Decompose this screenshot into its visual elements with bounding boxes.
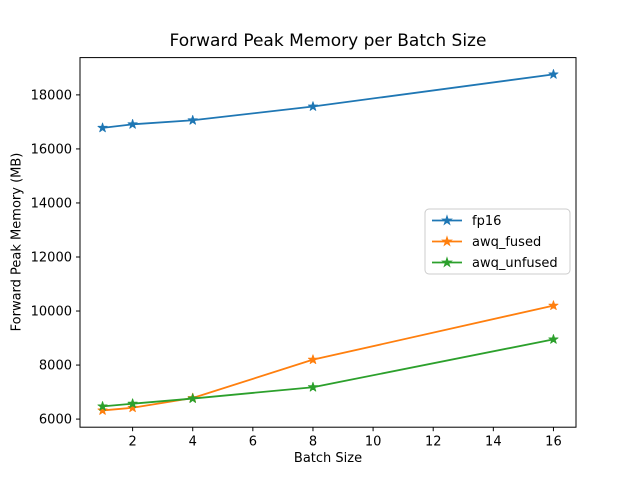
legend-box [424, 208, 571, 275]
legend-label: awq_unfused [472, 256, 558, 271]
chart-title: Forward Peak Memory per Batch Size [169, 31, 487, 51]
x-axis-label: Batch Size [293, 451, 363, 466]
series-line-awq_unfused [102, 338, 554, 408]
x-axis-ticks: 2 4 6 8 10 12 14 16 [128, 427, 562, 450]
y-tick-label: 18000 [31, 88, 72, 103]
series-fp16 [97, 69, 559, 133]
y-axis-ticks: 6000 8000 10000 12000 14000 16000 18000 [31, 88, 80, 428]
data-point-marker [127, 398, 138, 409]
legend-sample-marker [441, 235, 453, 247]
data-point-marker [127, 402, 138, 413]
y-tick-label: 14000 [31, 196, 72, 211]
series-awq_fused [97, 300, 559, 415]
data-point-marker [187, 114, 198, 125]
legend-label: fp16 [472, 214, 501, 229]
axes-spines [79, 57, 577, 428]
x-tick-label: 16 [545, 435, 562, 450]
data-point-marker [187, 393, 198, 403]
y-tick-label: 10000 [31, 305, 72, 320]
series-line-awq_fused [102, 304, 554, 412]
data-point-marker [307, 381, 319, 392]
x-tick-label: 2 [128, 435, 136, 450]
x-tick-label: 4 [189, 435, 197, 450]
y-axis-label: Forward Peak Memory (MB) [9, 152, 25, 332]
legend-sample-marker [441, 256, 453, 268]
legend-label: awq_fused [472, 235, 541, 250]
data-point-marker [307, 101, 319, 111]
data-point-marker [97, 405, 108, 415]
legend-sample-marker [441, 214, 453, 226]
data-point-marker [127, 119, 138, 129]
x-tick-label: 12 [425, 435, 442, 450]
data-point-marker [97, 401, 108, 411]
x-tick-label: 10 [365, 435, 382, 450]
data-point-marker [548, 69, 559, 79]
x-tick-label: 6 [249, 435, 257, 450]
data-point-marker [307, 354, 319, 365]
data-point-marker [548, 334, 559, 344]
y-tick-label: 16000 [31, 142, 72, 157]
series-line-fp16 [102, 73, 554, 129]
legend: fp16 awq_fused awq_unfused [424, 208, 571, 275]
y-tick-label: 6000 [39, 413, 72, 428]
data-point-marker [548, 300, 559, 310]
x-tick-label: 14 [485, 435, 502, 450]
y-tick-label: 8000 [39, 359, 72, 374]
series-awq_unfused [97, 334, 559, 411]
data-point-marker [97, 122, 108, 133]
y-tick-label: 12000 [31, 250, 72, 265]
x-tick-label: 8 [309, 435, 317, 450]
